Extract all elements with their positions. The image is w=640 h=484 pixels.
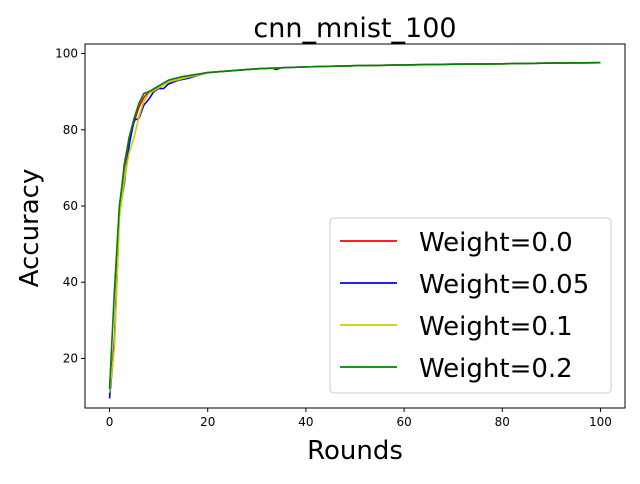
x-axis-ticks: 0 20 40 60 80 100 (106, 408, 612, 429)
y-tick-label: 40 (63, 275, 78, 289)
legend-label: Weight=0.2 (419, 354, 573, 384)
plot-frame (84, 43, 626, 409)
x-tick-label: 100 (589, 415, 612, 429)
x-tick-label: 80 (495, 415, 510, 429)
x-axis-label: Rounds (307, 436, 403, 466)
y-tick-label: 20 (63, 351, 78, 365)
legend-label: Weight=0.05 (419, 270, 589, 300)
legend-box (329, 217, 612, 394)
y-tick-label: 100 (55, 47, 78, 61)
x-tick-label: 60 (396, 415, 411, 429)
chart-title: cnn_mnist_100 (253, 13, 456, 44)
legend-items: Weight=0.0 Weight=0.05 Weight=0.1 Weight=0.… (340, 228, 589, 384)
y-axis-ticks: 20 40 60 80 100 (55, 47, 85, 365)
x-tick-label: 40 (298, 415, 313, 429)
series-line-3 (108, 61, 601, 389)
legend-label: Weight=0.1 (419, 312, 573, 342)
y-tick-label: 60 (63, 199, 78, 213)
y-tick-label: 80 (63, 123, 78, 137)
legend: Weight=0.0 Weight=0.05 Weight=0.1 Weight=0.… (329, 217, 612, 394)
y-axis-label: Accuracy (15, 169, 45, 288)
legend-label: Weight=0.0 (419, 228, 573, 258)
x-tick-label: 20 (200, 415, 215, 429)
x-tick-label: 0 (106, 415, 114, 429)
plot-lines (108, 61, 601, 399)
